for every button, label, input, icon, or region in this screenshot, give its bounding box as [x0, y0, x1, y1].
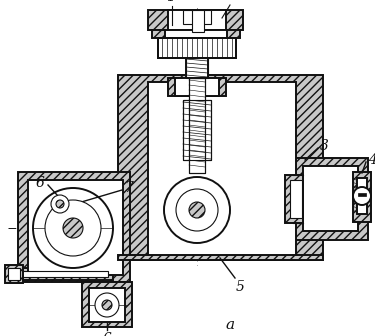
Bar — [165, 30, 227, 38]
Bar — [175, 78, 219, 96]
Bar — [285, 175, 303, 223]
Bar — [82, 282, 132, 327]
Bar — [148, 10, 243, 30]
Bar — [8, 271, 108, 277]
Bar — [183, 10, 211, 24]
Bar — [152, 30, 240, 38]
Bar — [158, 38, 236, 58]
Circle shape — [33, 188, 113, 268]
Text: 7: 7 — [124, 181, 133, 195]
Bar — [118, 255, 323, 260]
Circle shape — [56, 200, 64, 208]
Circle shape — [45, 200, 101, 256]
Bar — [293, 158, 368, 240]
Text: 5: 5 — [236, 280, 245, 294]
Bar — [189, 78, 205, 173]
Bar — [5, 268, 113, 280]
Bar — [303, 166, 358, 231]
Bar — [8, 268, 20, 280]
Bar — [186, 58, 208, 78]
Text: 6: 6 — [102, 332, 111, 336]
Circle shape — [95, 293, 119, 317]
Circle shape — [51, 195, 69, 213]
Text: 1: 1 — [166, 0, 174, 4]
Bar — [290, 180, 302, 218]
Circle shape — [176, 189, 218, 231]
Bar — [357, 178, 367, 214]
Bar — [183, 100, 211, 160]
Circle shape — [102, 300, 112, 310]
Bar — [168, 78, 226, 96]
Bar — [192, 10, 204, 32]
Bar — [183, 100, 211, 160]
Circle shape — [63, 218, 83, 238]
Bar — [158, 38, 236, 58]
Bar — [89, 288, 125, 322]
Text: 4: 4 — [368, 153, 375, 167]
Bar — [18, 172, 130, 282]
Bar — [5, 265, 23, 283]
Text: а: а — [225, 318, 235, 332]
Circle shape — [164, 177, 230, 243]
Bar — [186, 58, 208, 78]
Bar — [189, 78, 205, 173]
Circle shape — [189, 202, 205, 218]
Text: 6: 6 — [35, 176, 44, 190]
Bar — [353, 172, 371, 222]
Circle shape — [353, 187, 371, 205]
Bar — [168, 10, 226, 30]
Text: 2: 2 — [232, 0, 241, 3]
Bar — [358, 193, 366, 196]
Bar — [28, 180, 123, 275]
Bar — [118, 75, 323, 260]
Bar — [148, 82, 296, 257]
Text: 3: 3 — [320, 139, 329, 153]
